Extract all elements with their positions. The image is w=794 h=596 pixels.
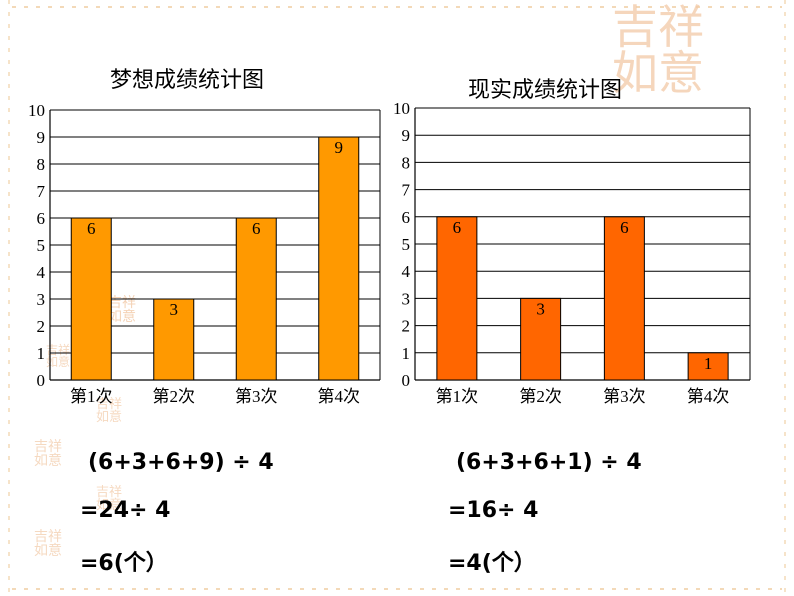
y-tick-label: 6 bbox=[37, 209, 46, 228]
y-tick-label: 8 bbox=[402, 153, 411, 172]
y-tick-label: 2 bbox=[37, 317, 46, 336]
y-tick-label: 0 bbox=[402, 371, 411, 390]
bar bbox=[520, 297, 562, 381]
calc-left-line-2: =24÷ 4 bbox=[80, 498, 171, 523]
x-tick-label: 第1次 bbox=[436, 387, 479, 406]
y-tick-label: 6 bbox=[402, 208, 411, 227]
x-tick-label: 第1次 bbox=[70, 387, 113, 406]
data-label: 3 bbox=[536, 299, 545, 318]
top-dash-border bbox=[12, 6, 782, 8]
bar bbox=[235, 217, 277, 381]
data-label: 1 bbox=[704, 354, 713, 373]
bar bbox=[687, 352, 729, 381]
bar bbox=[153, 298, 195, 381]
y-tick-label: 8 bbox=[37, 155, 46, 174]
bar bbox=[70, 217, 112, 381]
x-tick-label: 第4次 bbox=[318, 387, 361, 406]
y-tick-label: 9 bbox=[402, 126, 411, 145]
calc-right-line-2: =16÷ 4 bbox=[448, 498, 539, 523]
x-tick-label: 第2次 bbox=[153, 387, 196, 406]
calc-left-line-3: =6(个） bbox=[80, 551, 168, 576]
bottom-dash-border bbox=[12, 588, 782, 590]
x-tick-label: 第3次 bbox=[603, 387, 646, 406]
y-tick-label: 10 bbox=[28, 101, 45, 120]
y-tick-label: 1 bbox=[37, 344, 46, 363]
chart-title-real: 现实成绩统计图 bbox=[468, 78, 623, 103]
calc-right-line-3: =4(个） bbox=[448, 551, 536, 576]
y-tick-label: 4 bbox=[37, 263, 46, 282]
calc-left-line-1: (6+3+6+9) ÷ 4 bbox=[88, 450, 274, 475]
calc-right-line-1: (6+3+6+1) ÷ 4 bbox=[456, 450, 642, 475]
y-tick-label: 3 bbox=[37, 290, 46, 309]
y-tick-label: 5 bbox=[402, 235, 411, 254]
data-label: 9 bbox=[335, 138, 344, 157]
x-tick-label: 第2次 bbox=[519, 387, 562, 406]
data-label: 6 bbox=[620, 218, 629, 237]
y-tick-label: 7 bbox=[37, 182, 46, 201]
data-label: 6 bbox=[252, 219, 261, 238]
bar bbox=[603, 216, 645, 381]
y-tick-label: 3 bbox=[402, 289, 411, 308]
x-tick-label: 第3次 bbox=[235, 387, 278, 406]
right-dash-border bbox=[784, 0, 786, 596]
bar bbox=[436, 216, 478, 381]
y-tick-label: 0 bbox=[37, 371, 46, 390]
x-tick-label: 第4次 bbox=[687, 387, 730, 406]
data-label: 6 bbox=[453, 218, 462, 237]
chart-title-dream: 梦想成绩统计图 bbox=[110, 68, 265, 93]
y-tick-label: 1 bbox=[402, 344, 411, 363]
bar bbox=[318, 136, 360, 381]
y-tick-label: 5 bbox=[37, 236, 46, 255]
y-tick-label: 10 bbox=[393, 99, 410, 118]
data-label: 3 bbox=[170, 300, 179, 319]
left-dash-border bbox=[8, 0, 10, 596]
data-label: 6 bbox=[87, 219, 96, 238]
y-tick-label: 4 bbox=[402, 262, 411, 281]
y-tick-label: 9 bbox=[37, 128, 46, 147]
y-tick-label: 7 bbox=[402, 181, 411, 200]
y-tick-label: 2 bbox=[402, 317, 411, 336]
